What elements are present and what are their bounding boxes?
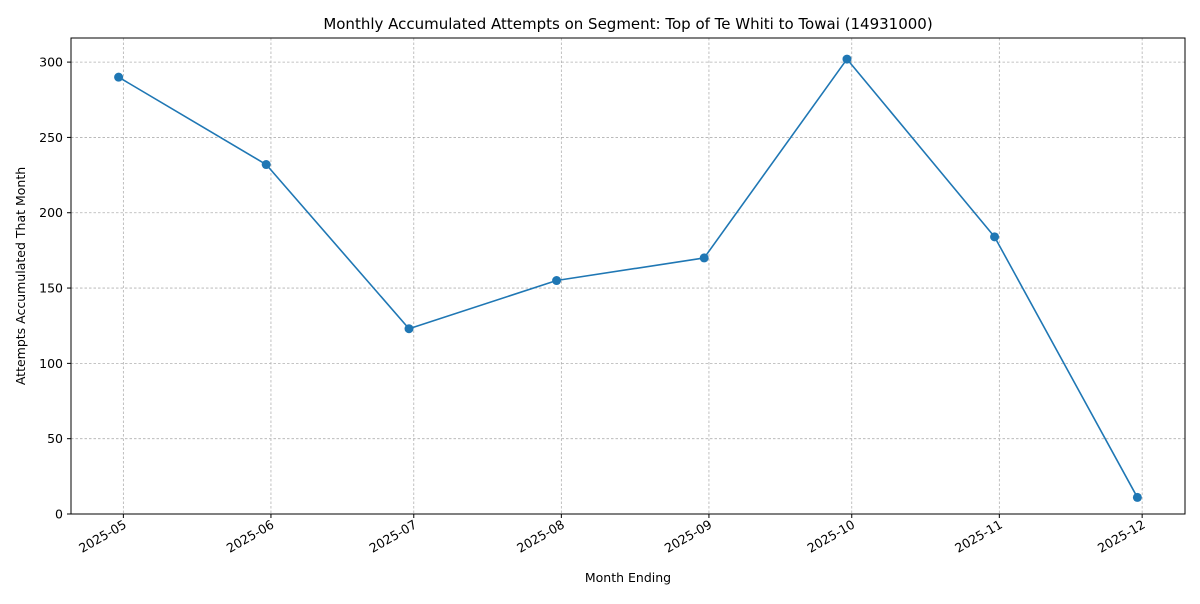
x-tick-label: 2025-08 (514, 517, 567, 556)
y-tick-label: 200 (39, 205, 63, 220)
y-tick-label: 150 (39, 281, 63, 296)
data-point (1132, 492, 1142, 502)
data-point (990, 232, 1000, 242)
data-point (552, 276, 562, 286)
series-line-layer (118, 58, 1139, 498)
x-tick-label: 2025-10 (805, 517, 858, 556)
plot-frame (70, 37, 1186, 515)
x-tick-label: 2025-11 (952, 517, 1005, 556)
chart-title: Monthly Accumulated Attempts on Segment:… (323, 15, 932, 33)
y-axis-title: Attempts Accumulated That Month (13, 167, 28, 385)
x-tick-label: 2025-06 (224, 517, 277, 556)
x-tick-label: 2025-12 (1095, 517, 1148, 556)
y-tick-label: 250 (39, 130, 63, 145)
y-tick-label: 100 (39, 356, 63, 371)
x-axis: 2025-05 2025-06 2025-07 2025-08 2025-09 2025-… (76, 514, 1148, 556)
x-tick-label: 2025-09 (662, 517, 715, 556)
data-points (114, 54, 1142, 502)
data-point (261, 160, 271, 170)
x-tick-label: 2025-07 (367, 517, 420, 556)
data-point (699, 253, 709, 263)
data-point (842, 54, 852, 64)
series-line (118, 58, 1139, 498)
y-tick-label: 0 (55, 507, 63, 522)
x-tick-label: 2025-05 (76, 517, 129, 556)
data-point (114, 72, 124, 82)
data-point (404, 324, 414, 334)
grid (71, 38, 1185, 514)
y-tick-label: 300 (39, 55, 63, 70)
y-axis: 0 50 100 150 200 250 300 (39, 55, 71, 522)
x-axis-title: Month Ending (585, 570, 671, 585)
y-tick-label: 50 (47, 431, 63, 446)
